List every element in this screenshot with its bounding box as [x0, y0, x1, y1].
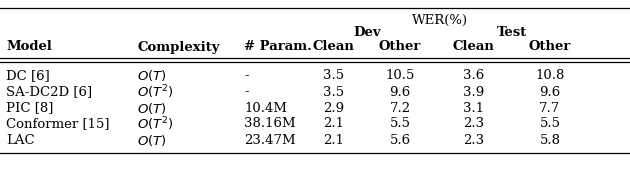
Text: 10.5: 10.5: [386, 69, 415, 82]
Text: Clean: Clean: [313, 41, 355, 54]
Text: 3.5: 3.5: [323, 69, 345, 82]
Text: $O(T)$: $O(T)$: [137, 100, 167, 115]
Text: 10.8: 10.8: [536, 69, 564, 82]
Text: 2.1: 2.1: [323, 133, 345, 146]
Text: DC [6]: DC [6]: [6, 69, 50, 82]
Text: 3.5: 3.5: [323, 86, 345, 99]
Text: 2.1: 2.1: [323, 118, 345, 131]
Text: $O(T)$: $O(T)$: [137, 68, 167, 83]
Text: 2.3: 2.3: [463, 118, 484, 131]
Text: Other: Other: [379, 41, 421, 54]
Text: $O(T)$: $O(T)$: [137, 133, 167, 147]
Text: 2.3: 2.3: [463, 133, 484, 146]
Text: WER(%): WER(%): [411, 14, 468, 27]
Text: 38.16M: 38.16M: [244, 118, 296, 131]
Text: -: -: [244, 86, 249, 99]
Text: 5.5: 5.5: [539, 118, 561, 131]
Text: $O(T^2)$: $O(T^2)$: [137, 83, 174, 101]
Text: SA-DC2D [6]: SA-DC2D [6]: [6, 86, 93, 99]
Text: Clean: Clean: [453, 41, 495, 54]
Text: 10.4M: 10.4M: [244, 101, 287, 114]
Text: Model: Model: [6, 41, 52, 54]
Text: LAC: LAC: [6, 133, 35, 146]
Text: 3.9: 3.9: [463, 86, 484, 99]
Text: Conformer [15]: Conformer [15]: [6, 118, 110, 131]
Text: Dev: Dev: [353, 27, 381, 40]
Text: Test: Test: [497, 27, 527, 40]
Text: 5.5: 5.5: [389, 118, 411, 131]
Text: 9.6: 9.6: [539, 86, 561, 99]
Text: -: -: [244, 69, 249, 82]
Text: 5.6: 5.6: [389, 133, 411, 146]
Text: PIC [8]: PIC [8]: [6, 101, 54, 114]
Text: Other: Other: [529, 41, 571, 54]
Text: $O(T^2)$: $O(T^2)$: [137, 115, 174, 133]
Text: 7.7: 7.7: [539, 101, 561, 114]
Text: 7.2: 7.2: [389, 101, 411, 114]
Text: 23.47M: 23.47M: [244, 133, 296, 146]
Text: 5.8: 5.8: [539, 133, 561, 146]
Text: # Param.: # Param.: [244, 41, 312, 54]
Text: 3.6: 3.6: [463, 69, 484, 82]
Text: 2.9: 2.9: [323, 101, 345, 114]
Text: Complexity: Complexity: [137, 41, 220, 54]
Text: 9.6: 9.6: [389, 86, 411, 99]
Text: 3.1: 3.1: [463, 101, 484, 114]
